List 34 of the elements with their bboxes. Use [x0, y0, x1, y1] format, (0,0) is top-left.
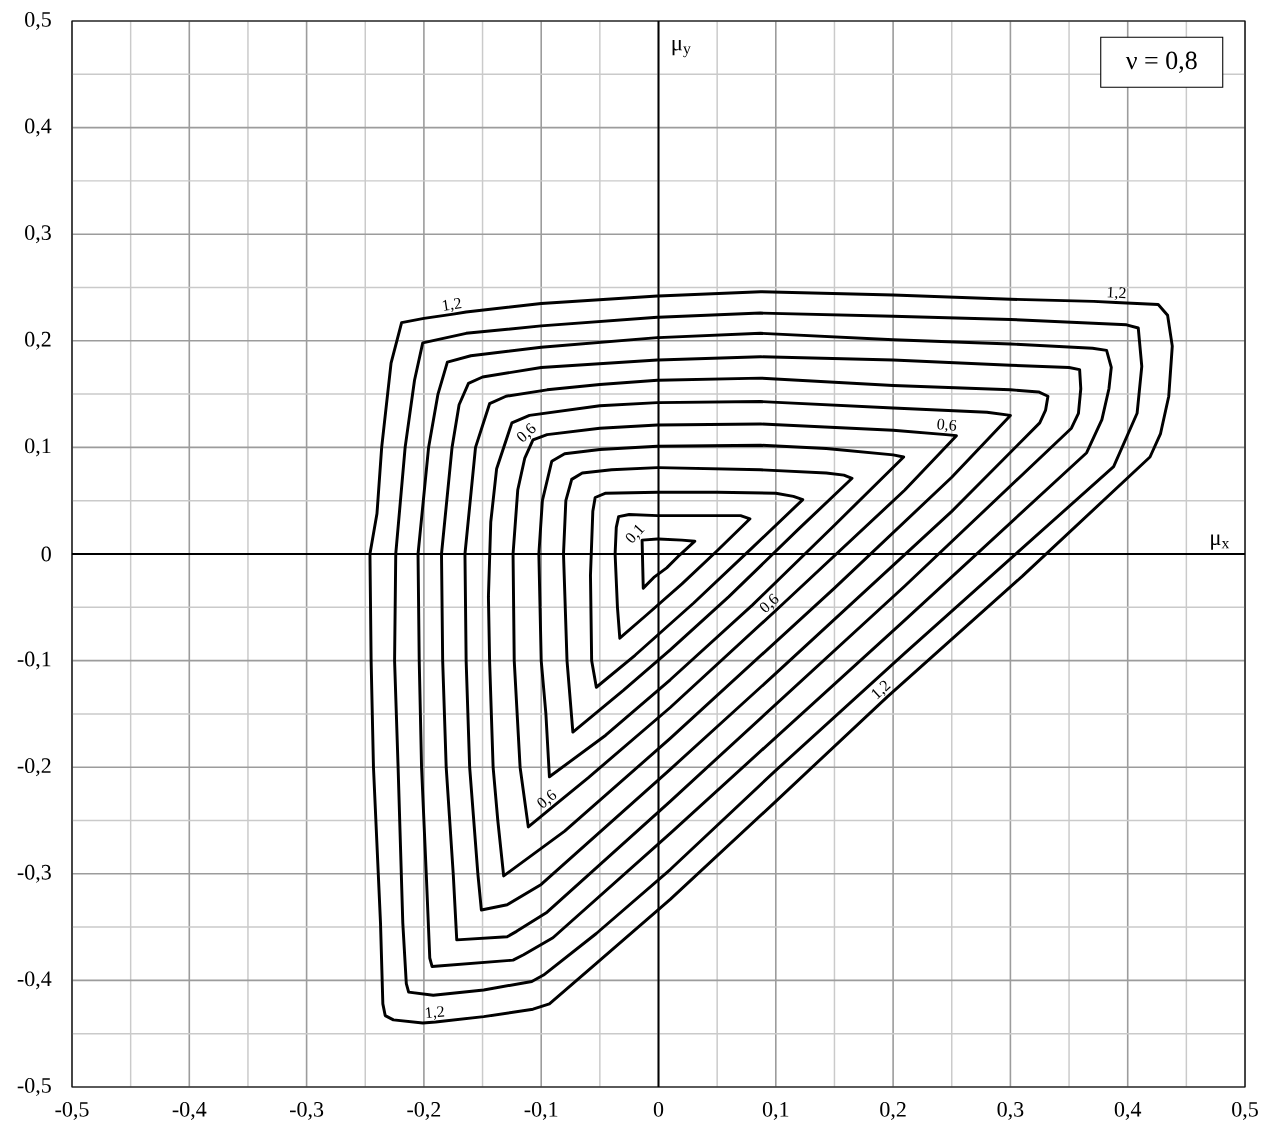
annotation: ν = 0,8 — [1125, 51, 1197, 73]
y-tick-label: 0,4 — [25, 118, 52, 137]
annotation: 0,1 — [625, 524, 645, 543]
y-tick-label: 0,3 — [25, 225, 51, 244]
x-axis-title: μ$_{x}$ — [1211, 534, 1230, 550]
x-tick-label: -0,2 — [407, 1101, 441, 1120]
y-tick-label: -0,5 — [17, 1077, 51, 1097]
x-tick-label: -0,1 — [524, 1101, 558, 1120]
annotation: 1,2 — [871, 680, 891, 700]
x-tick-label: -0,4 — [172, 1101, 207, 1120]
y-tick-label: -0,3 — [17, 864, 51, 883]
x-tick-label: -0,5 — [55, 1101, 89, 1120]
annotation: 1,2 — [1107, 286, 1126, 301]
x-tick-label: 0,2 — [880, 1101, 906, 1120]
y-axis-title: μ$_{y}$ — [672, 39, 691, 58]
y-tick-label: -0,1 — [17, 651, 51, 670]
x-tick-label: 0,1 — [762, 1101, 789, 1120]
x-tick-label: 0,5 — [1232, 1101, 1258, 1120]
annotation: 0,6 — [537, 789, 557, 808]
x-tick-label: -0,3 — [290, 1101, 324, 1120]
y-tick-label: 0,5 — [25, 11, 51, 30]
x-tick-label: 0 — [653, 1101, 664, 1117]
annotation: 1,2 — [442, 298, 462, 313]
y-tick-label: -0,2 — [17, 758, 51, 777]
x-tick-label: 0,3 — [997, 1101, 1024, 1120]
y-tick-label: -0,4 — [17, 971, 52, 990]
annotation: 1,2 — [425, 1006, 445, 1020]
annotation: 0,6 — [759, 593, 779, 613]
annotation: 0,6 — [517, 422, 536, 442]
y-tick-label: 0 — [41, 546, 51, 562]
y-tick-label: 0,2 — [25, 331, 51, 350]
y-tick-label: 0,1 — [25, 438, 51, 457]
x-tick-label: 0,4 — [1114, 1101, 1142, 1120]
annotation: 0,6 — [937, 418, 957, 433]
